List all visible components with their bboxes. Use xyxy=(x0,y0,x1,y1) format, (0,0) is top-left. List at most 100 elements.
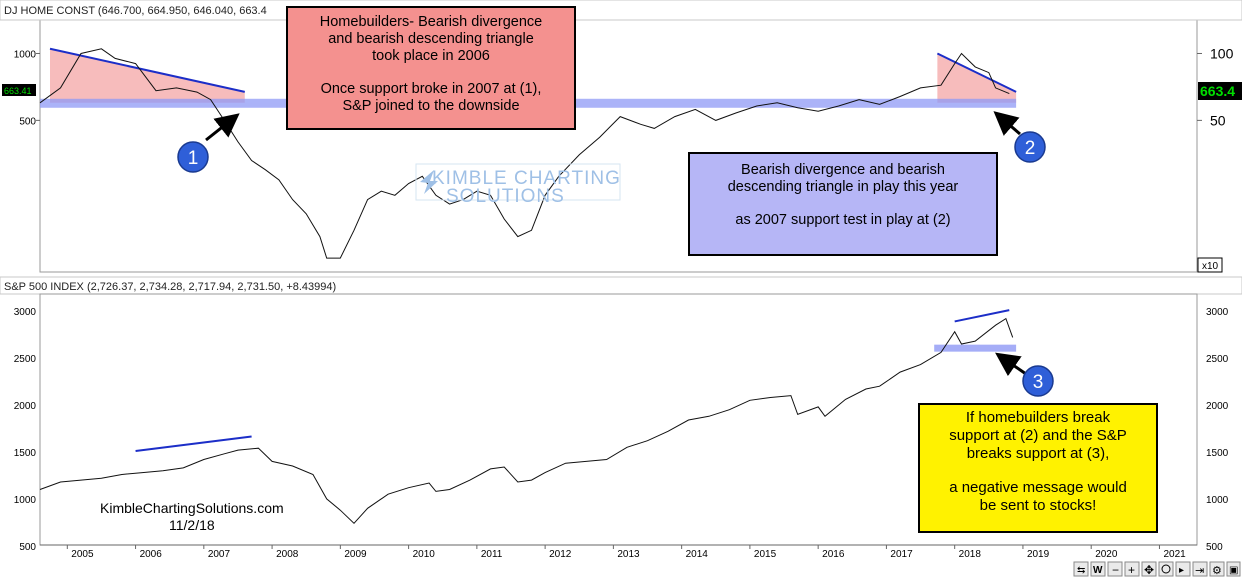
top-panel-border xyxy=(39,19,1198,273)
time-axis-label: 2018 xyxy=(959,549,982,560)
left-price-tag: 663.41 xyxy=(4,86,32,96)
scroll-left-icon: ⇆ xyxy=(1077,565,1085,576)
callout-line: Bearish divergence and bearish xyxy=(741,162,945,178)
top-right-tick-label: 50 xyxy=(1210,112,1226,128)
annotation-markers: 1 2 3 xyxy=(177,111,1054,397)
top-right-tick-label: 100 xyxy=(1210,45,1234,61)
watermark-line: KIMBLE CHARTING xyxy=(432,168,621,189)
bottom-right-tick-label: 500 xyxy=(1206,542,1223,553)
bottom-left-tick-label: 2500 xyxy=(14,354,37,365)
toolbar-scroll-left-button[interactable] xyxy=(1073,561,1089,577)
credit-block: KimbleChartingSolutions.com 11/2/18 xyxy=(100,500,284,534)
callout-line: took place in 2006 xyxy=(372,48,490,64)
top-left-tick-label: 500 xyxy=(19,116,36,127)
x10-label: x10 xyxy=(1202,261,1219,272)
credit-website: KimbleChartingSolutions.com xyxy=(100,500,284,516)
marker-label-2: 2 xyxy=(1025,138,1036,159)
toolbar-reset-button[interactable] xyxy=(1158,561,1174,577)
callout-line: If homebuilders break xyxy=(965,409,1111,426)
toolbar-fit-button[interactable] xyxy=(1192,561,1208,577)
toolbar-scroll-right-button[interactable] xyxy=(1175,561,1191,577)
annotation-arrow xyxy=(205,113,240,142)
expand-icon: ▣ xyxy=(1229,565,1238,576)
time-axis-label: 2015 xyxy=(754,549,777,560)
sp500-price-line xyxy=(39,317,1014,525)
time-axis-label: 2007 xyxy=(208,549,231,560)
toolbar-expand-button[interactable] xyxy=(1226,561,1241,577)
bottom-left-tick-label: 1500 xyxy=(14,448,37,459)
kimble-watermark-text: KIMBLE CHARTING SOLUTIONS xyxy=(432,168,621,207)
sp-rising-trendline-2007 xyxy=(135,435,252,453)
fit-icon: ⇥ xyxy=(1195,565,1204,577)
marker-label-1: 1 xyxy=(188,148,199,169)
bottom-right-tick-label: 1500 xyxy=(1206,448,1229,459)
time-axis-label: 2017 xyxy=(890,549,913,560)
bottom-left-tick-label: 1000 xyxy=(14,495,37,506)
callout-line: S&P joined to the downside xyxy=(342,98,520,114)
pan-icon: ✥ xyxy=(1144,563,1154,577)
bottom-left-tick-label: 3000 xyxy=(14,307,37,318)
callout-line: as 2007 support test in play at (2) xyxy=(735,212,951,228)
bottom-right-tick-label: 1000 xyxy=(1206,495,1229,506)
callout-line: a negative message would xyxy=(949,479,1127,496)
bottom-right-tick-label: 3000 xyxy=(1206,307,1229,318)
time-axis: 2005 2006 2007 2008 2009 2010 2011 2012 2013 2014… xyxy=(40,544,1197,560)
callout-line: Once support broke in 2007 at (1), xyxy=(320,81,542,97)
callout-line: descending triangle in play this year xyxy=(727,179,959,195)
time-axis-label: 2011 xyxy=(481,549,503,560)
callout-line: be sent to stocks! xyxy=(979,497,1097,514)
toolbar-zoom-out-button[interactable] xyxy=(1107,561,1123,577)
sp-support-band xyxy=(934,344,1017,352)
zoom-in-icon: + xyxy=(1128,563,1135,577)
toolbar-pan-button[interactable] xyxy=(1141,561,1157,577)
time-axis-label: 2014 xyxy=(686,549,709,560)
sp-rising-trendline-2018 xyxy=(954,309,1010,323)
bearish-divergence-callout: Bearish divergence and bearish descending… xyxy=(688,152,998,256)
marker-circle-1 xyxy=(177,141,209,173)
homebuilders-2006-callout: Homebuilders- Bearish divergence and bear… xyxy=(286,6,576,130)
chart-toolbar: ⇆ W − + ✥ ▸ ⇥ ⚙ ▣ xyxy=(1073,561,1241,577)
top-chart-title: DJ HOME CONST (646.700, 664.950, 646.040… xyxy=(4,5,267,17)
marker-circle-3 xyxy=(1022,365,1054,397)
bottom-right-tick-label: 2500 xyxy=(1206,354,1229,365)
time-axis-label: 2021 xyxy=(1163,549,1186,560)
time-axis-label: 2009 xyxy=(344,549,367,560)
annotation-arrow xyxy=(995,352,1027,377)
toolbar-zoom-in-button[interactable] xyxy=(1124,561,1140,577)
kimble-logo-arrow-icon xyxy=(420,170,438,194)
top-left-tick-label: 1000 xyxy=(14,49,37,60)
callout-line: breaks support at (3), xyxy=(966,445,1110,462)
callout-line: Homebuilders- Bearish divergence xyxy=(319,14,543,30)
x10-label-box xyxy=(1197,257,1223,273)
callout-line: support at (2) and the S&P xyxy=(949,427,1127,444)
scroll-right-icon: ▸ xyxy=(1179,565,1184,576)
time-axis-label: 2012 xyxy=(549,549,572,560)
bottom-panel-content: 500 500 1000 1000 1500 1500 2000 2000 2500 2500 30… xyxy=(14,307,1229,553)
callout-line xyxy=(920,463,1156,479)
callout-line xyxy=(288,65,574,81)
time-axis-label: 2020 xyxy=(1095,549,1118,560)
time-axis-label: 2006 xyxy=(140,549,163,560)
marker-label-3: 3 xyxy=(1033,372,1044,393)
toolbar-settings-button[interactable] xyxy=(1209,561,1225,577)
time-axis-label: 2005 xyxy=(71,549,94,560)
zoom-out-icon: − xyxy=(1112,563,1119,577)
reset-icon xyxy=(1161,564,1171,574)
bottom-right-tick-label: 2000 xyxy=(1206,401,1229,412)
descending-triangle-region xyxy=(50,48,245,103)
support-break-warning-callout: If homebuilders break support at (2) and … xyxy=(918,403,1158,533)
watermark-line: SOLUTIONS xyxy=(446,186,565,207)
credit-date: 11/2/18 xyxy=(168,517,215,533)
annotation-arrow xyxy=(993,111,1021,136)
time-axis-label: 2010 xyxy=(413,549,436,560)
marker-circle-2 xyxy=(1014,131,1046,163)
bottom-chart-title: S&P 500 INDEX (2,726.37, 2,734.28, 2,717… xyxy=(4,281,336,293)
toolbar-weekly-button[interactable] xyxy=(1090,561,1106,577)
descending-trendline xyxy=(49,47,245,93)
bottom-left-tick-label: 2000 xyxy=(14,401,37,412)
right-price-tag-bg xyxy=(1198,82,1242,100)
descending-triangle-region xyxy=(937,53,1017,103)
right-price-tag: 663.4 xyxy=(1200,83,1235,99)
time-axis-label: 2008 xyxy=(276,549,299,560)
bottom-left-tick-label: 500 xyxy=(19,542,36,553)
